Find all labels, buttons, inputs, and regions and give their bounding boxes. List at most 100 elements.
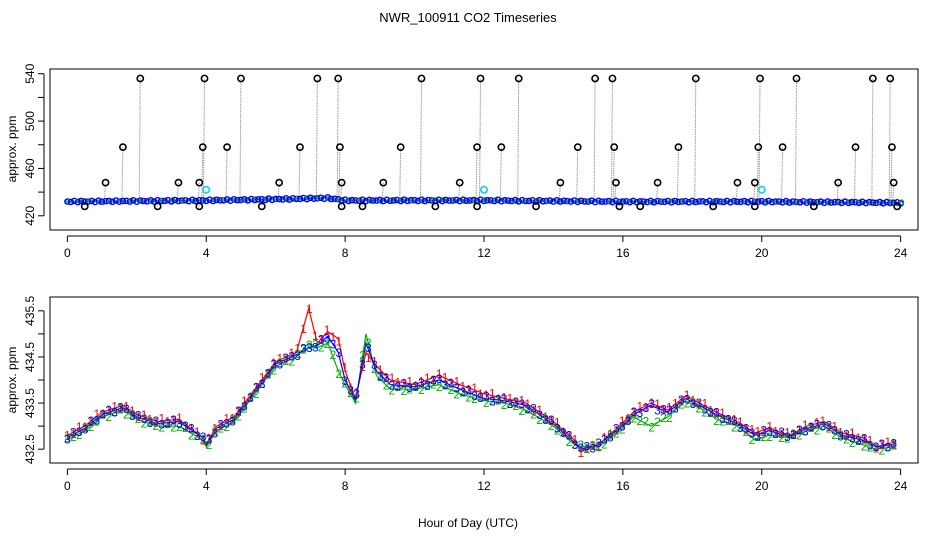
bottom-point-label-2: 2 bbox=[648, 421, 655, 435]
top-baseline-point bbox=[327, 195, 335, 203]
bottom-point-label-1: 1 bbox=[412, 379, 419, 393]
top-spike-line bbox=[735, 182, 738, 202]
top-spike-line bbox=[420, 78, 423, 201]
bottom-point-label-3: 3 bbox=[772, 427, 779, 441]
bottom-point-label-2: 2 bbox=[395, 380, 402, 394]
bottom-point-label-1: 1 bbox=[459, 379, 466, 393]
top-baseline-point bbox=[817, 198, 825, 205]
bottom-point-label-1: 1 bbox=[631, 406, 638, 420]
bottom-point-label-1: 1 bbox=[719, 406, 726, 420]
bottom-point-label-2: 2 bbox=[454, 388, 461, 402]
top-baseline-point bbox=[129, 196, 137, 204]
bottom-point-label-3: 3 bbox=[601, 433, 608, 447]
top-baseline-point bbox=[244, 197, 252, 204]
top-spike-line bbox=[610, 78, 613, 202]
bottom-point-label-2: 2 bbox=[424, 379, 431, 393]
bottom-point-label-2: 2 bbox=[766, 430, 773, 444]
bottom-point-label-1: 1 bbox=[802, 418, 809, 432]
bottom-point-label-3: 3 bbox=[660, 403, 667, 417]
bottom-y-axis: 432.5 433.5 434.5 435.5 bbox=[23, 295, 45, 464]
top-y-tick-label: 460 bbox=[23, 158, 37, 178]
bottom-point-label-1: 1 bbox=[442, 371, 449, 385]
top-outlier-point bbox=[888, 143, 896, 152]
bottom-point-label-3: 3 bbox=[223, 416, 230, 430]
top-baseline-point bbox=[765, 197, 773, 205]
top-y-axis: 420 460 500 540 bbox=[23, 63, 45, 226]
bottom-point-label-3: 3 bbox=[879, 437, 886, 451]
bottom-point-label-2: 2 bbox=[701, 406, 708, 420]
top-outlier-point bbox=[337, 202, 346, 211]
bottom-point-label-2: 2 bbox=[135, 412, 142, 426]
bottom-point-label-2: 2 bbox=[176, 420, 183, 434]
top-outlier-point bbox=[514, 74, 523, 83]
top-x-tick-label: 20 bbox=[755, 246, 769, 260]
bottom-point-label-3: 3 bbox=[200, 430, 207, 444]
bottom-point-label-2: 2 bbox=[223, 420, 230, 434]
bottom-point-label-1: 1 bbox=[879, 438, 886, 452]
bottom-point-label-1: 1 bbox=[737, 415, 744, 429]
bottom-point-label-2: 2 bbox=[873, 440, 880, 454]
top-baseline-point bbox=[682, 197, 689, 205]
bottom-point-label-3: 3 bbox=[631, 405, 638, 419]
top-flagged-point bbox=[479, 185, 489, 194]
bottom-point-label-1: 1 bbox=[725, 413, 732, 427]
top-y-tick-label: 420 bbox=[23, 205, 37, 225]
bottom-point-label-3: 3 bbox=[212, 426, 219, 440]
bottom-point-label-1: 1 bbox=[448, 376, 455, 390]
bottom-point-label-3: 3 bbox=[855, 433, 862, 447]
bottom-point-label-2: 2 bbox=[465, 390, 472, 404]
bottom-point-label-3: 3 bbox=[117, 401, 124, 415]
bottom-point-label-3: 3 bbox=[271, 358, 278, 372]
bottom-point-label-2: 2 bbox=[147, 414, 154, 428]
bottom-point-label-1: 1 bbox=[696, 397, 703, 411]
bottom-point-label-2: 2 bbox=[353, 391, 360, 405]
bottom-point-label-2: 2 bbox=[194, 429, 201, 443]
top-baseline-point bbox=[567, 198, 575, 205]
bottom-point-label-1: 1 bbox=[454, 374, 461, 388]
bottom-point-label-2: 2 bbox=[141, 417, 148, 431]
bottom-point-label-2: 2 bbox=[513, 399, 520, 413]
top-spike-line bbox=[871, 78, 874, 203]
top-spike-line bbox=[121, 147, 124, 202]
bottom-point-label-3: 3 bbox=[619, 419, 626, 433]
top-baseline-point bbox=[807, 198, 814, 205]
bottom-point-label-2: 2 bbox=[489, 395, 496, 409]
bottom-point-label-2: 2 bbox=[760, 430, 767, 444]
top-spike-line bbox=[138, 78, 141, 201]
bottom-point-label-2: 2 bbox=[796, 429, 803, 443]
bottom-point-label-1: 1 bbox=[294, 342, 301, 356]
bottom-point-label-3: 3 bbox=[749, 426, 756, 440]
bottom-point-label-3: 3 bbox=[82, 422, 89, 436]
top-baseline-point-alt bbox=[419, 198, 426, 204]
bottom-x-tick-label: 24 bbox=[894, 479, 908, 493]
bottom-point-label-1: 1 bbox=[784, 425, 791, 439]
bottom-point-label-2: 2 bbox=[719, 414, 726, 428]
bottom-y-tick-label: 435.5 bbox=[23, 295, 37, 325]
bottom-point-label-2: 2 bbox=[831, 428, 838, 442]
bottom-point-label-1: 1 bbox=[123, 400, 130, 414]
bottom-point-label-1: 1 bbox=[170, 413, 177, 427]
top-outlier-point bbox=[334, 74, 343, 83]
bottom-point-label-2: 2 bbox=[690, 395, 697, 409]
top-baseline-point bbox=[161, 197, 168, 205]
bottom-point-label-2: 2 bbox=[282, 354, 289, 368]
top-baseline-point bbox=[64, 198, 71, 205]
top-baseline-point bbox=[421, 197, 429, 205]
bottom-point-label-1: 1 bbox=[406, 375, 413, 389]
bottom-point-label-1: 1 bbox=[790, 428, 797, 442]
bottom-point-label-1: 1 bbox=[259, 371, 266, 385]
bottom-point-label-2: 2 bbox=[524, 402, 531, 416]
bottom-point-label-1: 1 bbox=[861, 433, 868, 447]
bottom-y-axis-label: approx. ppm bbox=[5, 347, 19, 414]
top-baseline-point bbox=[713, 197, 720, 205]
bottom-point-label-1: 1 bbox=[176, 411, 183, 425]
top-outlier-point bbox=[337, 178, 346, 187]
top-baseline-point bbox=[650, 198, 658, 206]
top-spike-line bbox=[336, 78, 339, 200]
bottom-point-label-3: 3 bbox=[459, 385, 466, 399]
bottom-point-label-1: 1 bbox=[831, 420, 838, 434]
bottom-point-label-1: 1 bbox=[808, 420, 815, 434]
top-baseline-point bbox=[234, 196, 241, 204]
top-spike-line bbox=[499, 147, 502, 201]
